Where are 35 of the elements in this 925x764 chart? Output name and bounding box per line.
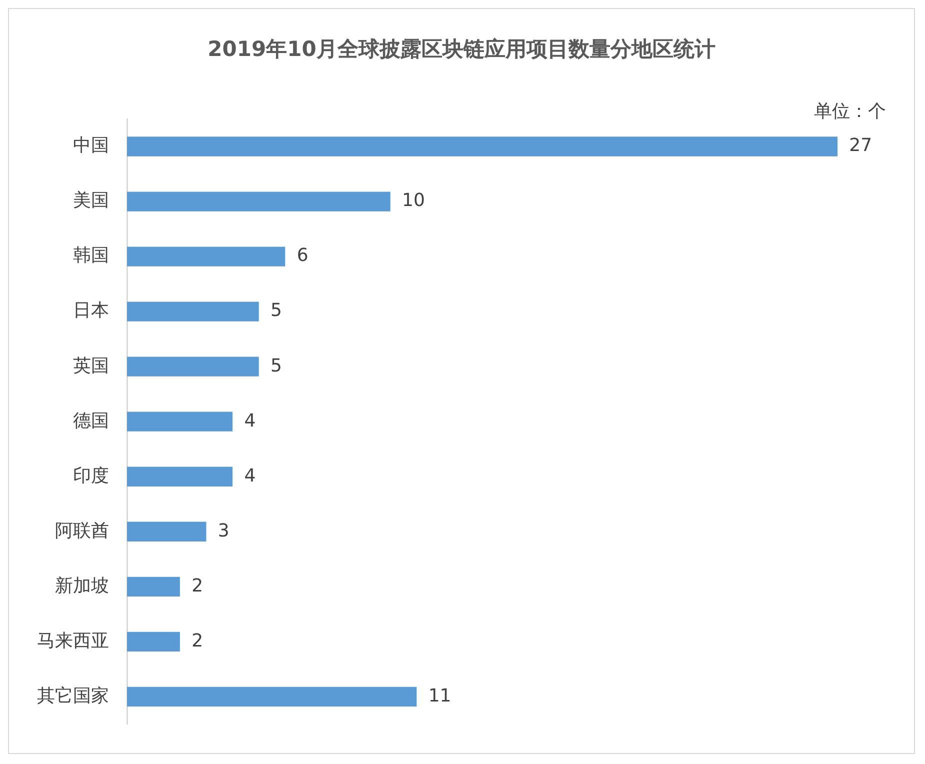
data-label: 4 bbox=[244, 465, 256, 486]
data-label: 5 bbox=[270, 355, 282, 376]
y-tick-label: 德国 bbox=[73, 410, 109, 432]
bar bbox=[127, 412, 233, 432]
data-label: 2 bbox=[192, 630, 204, 652]
y-tick-label: 其它国家 bbox=[37, 685, 109, 706]
bar bbox=[127, 632, 180, 652]
y-tick-label: 中国 bbox=[73, 135, 109, 156]
y-tick-label: 新加坡 bbox=[55, 575, 109, 596]
data-label: 3 bbox=[218, 520, 230, 542]
data-label: 27 bbox=[849, 135, 872, 156]
bar bbox=[127, 192, 390, 212]
data-label: 4 bbox=[244, 410, 256, 432]
bar bbox=[127, 466, 233, 486]
annotation: 单位：个 bbox=[814, 100, 886, 123]
bar bbox=[127, 522, 206, 542]
bar bbox=[127, 136, 838, 156]
data-label: 10 bbox=[402, 190, 425, 212]
bar bbox=[127, 302, 259, 322]
data-label: 6 bbox=[296, 245, 308, 266]
data-label: 2 bbox=[192, 575, 204, 596]
data-label: 11 bbox=[428, 685, 452, 706]
bar bbox=[127, 356, 259, 376]
bar bbox=[127, 246, 286, 266]
bar bbox=[127, 686, 417, 707]
y-tick-label: 马来西亚 bbox=[37, 630, 109, 652]
y-tick-label: 英国 bbox=[73, 355, 109, 376]
y-tick-label: 美国 bbox=[73, 190, 109, 212]
y-tick-label: 日本 bbox=[73, 300, 109, 322]
data-label: 5 bbox=[270, 300, 282, 322]
chart-title: 2019年10月全球披露区块链应用项目数量分地区统计 bbox=[206, 36, 716, 63]
y-tick-label: 阿联酋 bbox=[55, 520, 109, 542]
y-tick-label: 韩国 bbox=[73, 245, 109, 266]
y-tick-label: 印度 bbox=[73, 465, 109, 486]
bar bbox=[127, 576, 180, 596]
